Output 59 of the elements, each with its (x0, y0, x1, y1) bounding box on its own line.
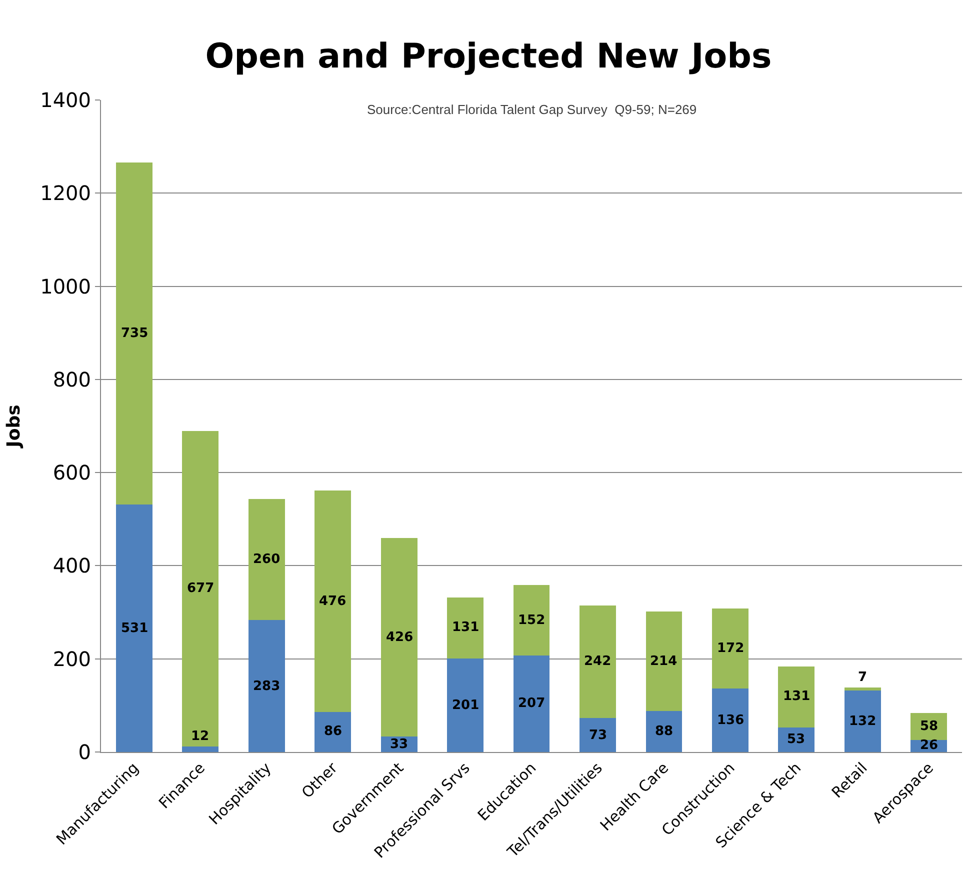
bar (447, 597, 484, 658)
bar (778, 666, 815, 728)
data-label: 152 (518, 613, 546, 628)
y-tick-label: 1000 (40, 274, 91, 298)
data-label: 53 (787, 732, 806, 747)
bar (182, 431, 219, 746)
data-label: 86 (324, 724, 342, 739)
data-label: 88 (655, 724, 674, 739)
data-label: 735 (121, 326, 148, 341)
y-tick-label: 1200 (40, 181, 91, 206)
bar (580, 605, 616, 718)
annotation: Source:Central Florida Talent Gap Survey Q9-59; N=269 (367, 102, 697, 117)
data-label: 58 (920, 719, 938, 734)
data-label: 172 (717, 641, 744, 656)
data-label: 242 (584, 654, 612, 669)
data-label: 131 (452, 620, 480, 635)
data-label: 283 (253, 679, 280, 694)
bar (844, 687, 881, 691)
data-label: 136 (717, 713, 744, 728)
y-tick-label: 0 (78, 740, 91, 764)
bar (248, 499, 285, 620)
y-tick-label: 800 (52, 367, 91, 392)
data-label: 131 (783, 689, 810, 704)
bar (116, 504, 152, 752)
bar (513, 584, 550, 656)
data-label: 73 (589, 728, 608, 743)
y-axis-title: Jobs (3, 404, 24, 450)
bar (116, 162, 152, 505)
bar (314, 712, 352, 752)
chart-title: Open and Projected New Jobs (205, 36, 772, 76)
data-label: 677 (187, 581, 214, 596)
bar (447, 658, 484, 752)
data-label: 132 (849, 714, 876, 729)
y-tick-label: 400 (52, 554, 91, 578)
data-label: 207 (518, 696, 546, 711)
data-label: 26 (920, 738, 938, 753)
data-label: 476 (319, 594, 346, 609)
bar (646, 711, 682, 752)
data-label: 7 (858, 670, 868, 685)
bar (580, 718, 616, 752)
data-label: 201 (452, 698, 480, 713)
data-label: 214 (650, 654, 678, 669)
bar (646, 611, 682, 712)
bar (248, 620, 285, 752)
y-tick-label: 600 (52, 460, 91, 485)
bar (712, 688, 748, 752)
data-label: 260 (253, 552, 280, 567)
bar (182, 746, 219, 752)
y-tick-label: 1400 (40, 88, 91, 112)
bar (314, 490, 352, 712)
bar (513, 656, 550, 752)
bar (844, 690, 881, 752)
data-label: 426 (386, 630, 414, 645)
y-tick-label: 200 (52, 646, 91, 671)
data-label: 531 (121, 621, 148, 636)
bar (712, 608, 748, 689)
data-label: 33 (390, 737, 408, 752)
bar (380, 538, 418, 737)
data-label: 12 (191, 729, 210, 744)
